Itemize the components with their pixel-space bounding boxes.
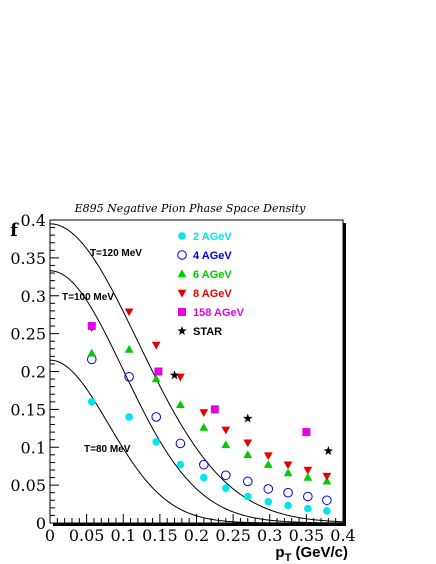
model-curve-2 (49, 359, 343, 524)
curve-label: T=100 MeV (62, 292, 114, 303)
point-open-circle-1 (124, 372, 134, 382)
point-triangle-down-6 (243, 439, 253, 448)
point-triangle-up-10 (322, 476, 332, 485)
point-triangle-down-1 (124, 308, 134, 317)
point-open-circle-10 (322, 495, 332, 506)
x-tick-label: 0.4 (330, 526, 355, 545)
y-tick-label: 0.1 (21, 438, 46, 457)
x-tick-label: 0 (45, 526, 55, 545)
point-triangle-up-0 (87, 348, 97, 357)
curve-label: T=80 MeV (84, 444, 131, 455)
legend: 2 AGeV 4 AGeV 6 AGeV 8 AGeV 158 AGeV STAR (177, 231, 245, 338)
y-tick-label: 0 (36, 514, 46, 533)
point-open-circle-6 (242, 476, 253, 487)
point-circle-0 (87, 398, 96, 406)
curve-annotations: T=120 MeV T=100 MeV T=80 MeV (62, 248, 142, 455)
point-square-3 (302, 428, 311, 437)
legend-marker-star (177, 326, 187, 336)
model-curve-1 (49, 270, 344, 524)
legend-label: STAR (193, 326, 222, 338)
x-axis-label: pT (GeV/c) (275, 544, 348, 564)
x-tick-label: 0.2 (184, 526, 209, 545)
point-triangle-up-2 (151, 374, 161, 383)
x-tick-label: 0.1 (111, 526, 136, 545)
point-star-1 (243, 413, 253, 423)
legend-label: 6 AGeV (193, 269, 232, 281)
x-axis-label-main: p (275, 544, 284, 561)
legend-marker-triangle-up (177, 269, 187, 278)
y-tick-label: 0.2 (21, 363, 46, 382)
point-circle-7 (264, 497, 273, 506)
x-axis-label-sub: T (285, 552, 292, 564)
point-triangle-down-10 (322, 472, 332, 481)
model-curve-0 (49, 223, 344, 523)
x-tick-label: 0.15 (142, 526, 178, 545)
y-axis-label: f (10, 220, 19, 241)
legend-label: 2 AGeV (193, 231, 232, 243)
point-triangle-down-7 (263, 452, 273, 461)
point-triangle-down-8 (283, 461, 293, 470)
point-circle-9 (304, 504, 312, 513)
point-square-0 (87, 322, 96, 331)
legend-marker-square (178, 308, 186, 316)
point-triangle-up-8 (283, 468, 293, 477)
y-tick-label: 0.35 (10, 249, 46, 268)
x-tick-label: 0.35 (289, 526, 325, 545)
legend-label: 4 AGeV (193, 250, 232, 262)
point-circle-1 (125, 413, 133, 421)
point-triangle-up-3 (175, 400, 185, 409)
point-open-circle-8 (283, 487, 293, 498)
point-circle-10 (323, 507, 331, 515)
point-triangle-down-5 (221, 426, 231, 435)
x-tick-label: 0.05 (69, 526, 105, 545)
legend-label: 158 AGeV (193, 307, 245, 319)
point-triangle-down-4 (199, 409, 209, 418)
point-circle-5 (222, 484, 230, 492)
y-tick-label: 0.25 (10, 325, 46, 344)
y-tick-label: 0.3 (21, 287, 46, 306)
legend-marker-circle (178, 232, 186, 240)
data-markers (86, 308, 334, 515)
point-square-2 (210, 405, 219, 414)
point-open-circle-7 (263, 484, 274, 494)
point-star-0 (169, 370, 180, 380)
curve-label: T=120 MeV (90, 248, 142, 259)
point-triangle-down-3 (175, 373, 185, 382)
point-open-circle-4 (199, 459, 209, 470)
point-circle-4 (200, 473, 208, 482)
point-triangle-up-9 (303, 472, 313, 481)
point-triangle-up-7 (263, 460, 273, 468)
plot-frame (49, 219, 344, 524)
point-triangle-up-1 (124, 344, 134, 353)
y-tick-label: 0.05 (10, 476, 46, 495)
point-triangle-up-4 (199, 422, 209, 431)
legend-label: 8 AGeV (193, 288, 232, 300)
point-open-circle-5 (221, 470, 231, 481)
point-circle-6 (243, 492, 252, 501)
x-tick-label: 0.25 (215, 526, 251, 545)
x-tick-label: 0.3 (257, 526, 282, 545)
legend-marker-triangle-down (177, 289, 187, 298)
axes: 0 0.05 0.1 0.15 0.2 0.25 0.3 0.35 0.4 0 0.05 0.1 0.1… (10, 211, 355, 545)
point-triangle-up-6 (243, 450, 253, 459)
chart-title: E895 Negative Pion Phase Space Density (74, 202, 307, 215)
point-open-circle-3 (175, 438, 186, 449)
y-tick-label: 0.15 (10, 400, 46, 419)
point-triangle-down-9 (303, 466, 313, 475)
legend-marker-open-circle (177, 250, 187, 260)
y-tick-label: 0.4 (21, 211, 46, 230)
point-open-circle-9 (303, 491, 313, 502)
point-circle-2 (152, 438, 161, 446)
point-square-1 (154, 367, 163, 376)
point-triangle-down-2 (151, 341, 161, 350)
x-axis-label-unit: (GeV/c) (291, 544, 348, 561)
point-circle-8 (284, 501, 292, 510)
point-circle-3 (176, 460, 185, 469)
point-star-2 (323, 446, 334, 456)
point-triangle-up-5 (221, 440, 231, 449)
point-open-circle-2 (151, 412, 162, 422)
